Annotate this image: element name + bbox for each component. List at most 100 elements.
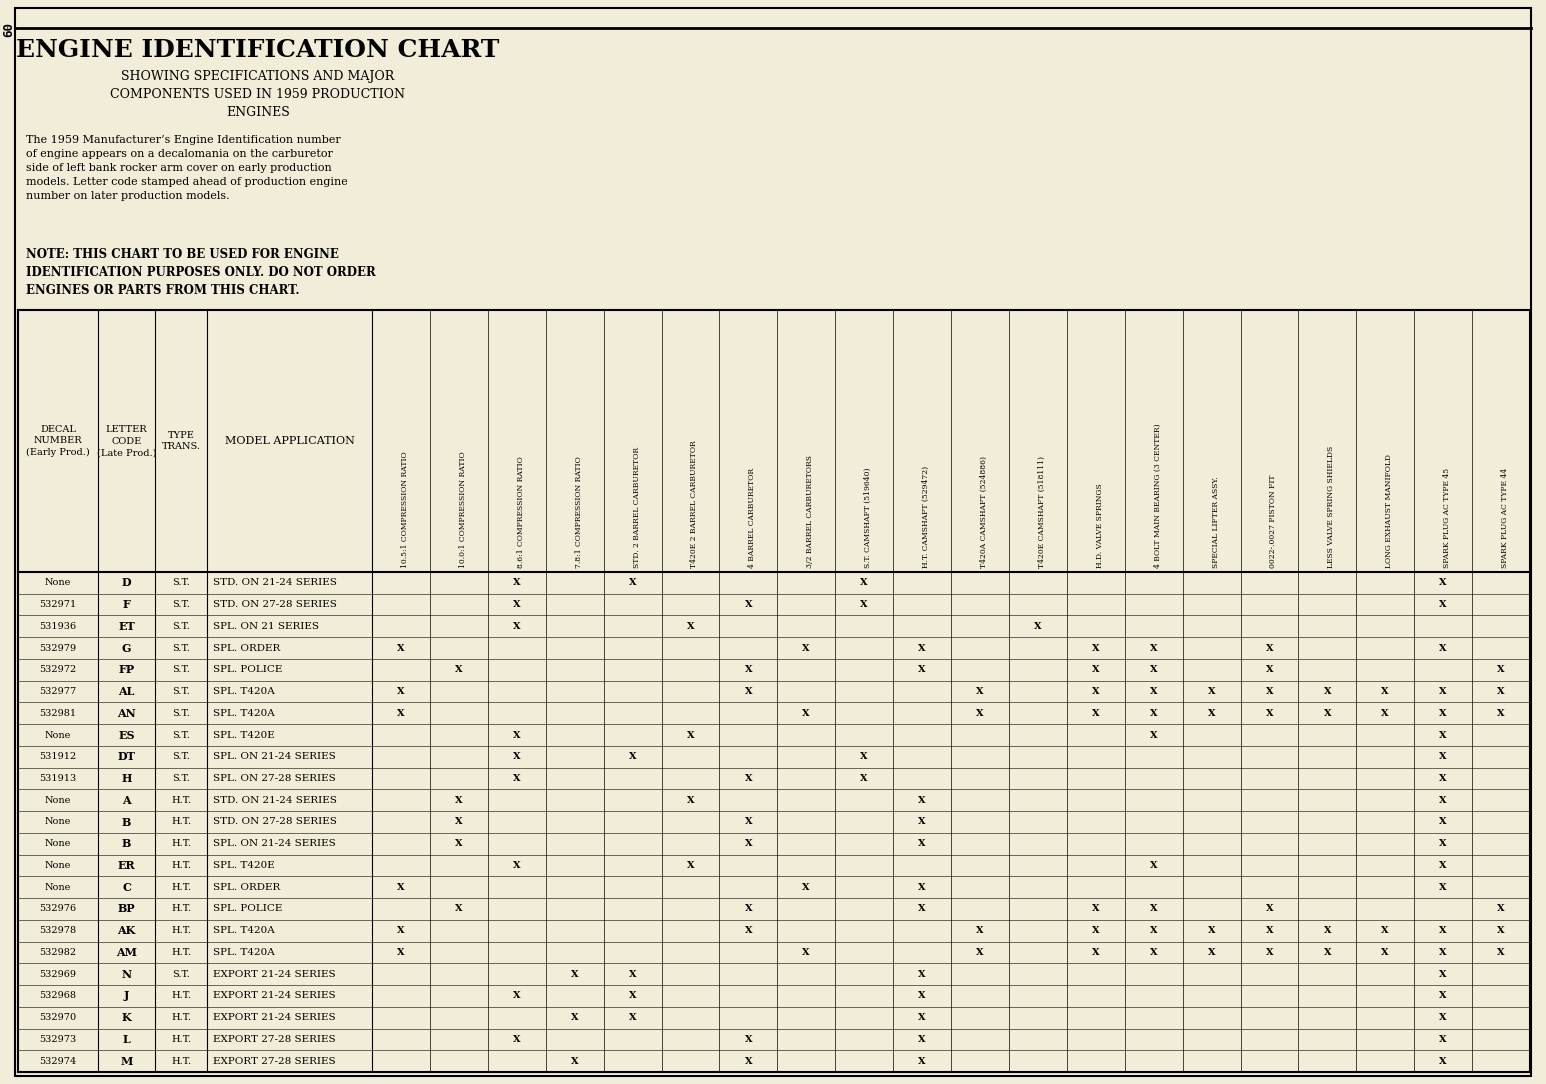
Text: X: X bbox=[629, 1014, 637, 1022]
Text: X: X bbox=[745, 1035, 753, 1044]
Text: X: X bbox=[1091, 666, 1099, 674]
Text: X: X bbox=[455, 817, 462, 826]
Text: X: X bbox=[1150, 904, 1158, 914]
Text: X: X bbox=[745, 687, 753, 696]
Text: X: X bbox=[513, 861, 521, 870]
Text: B: B bbox=[122, 816, 131, 827]
Text: S.T.: S.T. bbox=[172, 601, 190, 609]
Text: X: X bbox=[1382, 947, 1388, 957]
Text: X: X bbox=[1439, 970, 1447, 979]
Text: FP: FP bbox=[119, 664, 135, 675]
Text: 7.8:1 COMPRESSION RATIO: 7.8:1 COMPRESSION RATIO bbox=[575, 456, 583, 568]
Text: X: X bbox=[745, 1057, 753, 1066]
Text: 532970: 532970 bbox=[40, 1014, 77, 1022]
Text: None: None bbox=[45, 731, 71, 739]
Text: SPL. T420A: SPL. T420A bbox=[213, 709, 275, 718]
Text: T420A CAMSHAFT (524886): T420A CAMSHAFT (524886) bbox=[980, 456, 988, 568]
Text: 10.0:1 COMPRESSION RATIO: 10.0:1 COMPRESSION RATIO bbox=[459, 451, 467, 568]
Text: X: X bbox=[1323, 926, 1331, 935]
Text: None: None bbox=[45, 882, 71, 892]
Text: X: X bbox=[745, 774, 753, 783]
Text: 532976: 532976 bbox=[40, 904, 77, 914]
Text: H.T.: H.T. bbox=[172, 904, 192, 914]
Text: X: X bbox=[1439, 861, 1447, 870]
Text: 60: 60 bbox=[3, 22, 15, 37]
Text: X: X bbox=[570, 970, 578, 979]
Text: ENGINE IDENTIFICATION CHART: ENGINE IDENTIFICATION CHART bbox=[17, 38, 499, 62]
Text: STD. ON 21-24 SERIES: STD. ON 21-24 SERIES bbox=[213, 796, 337, 804]
Text: X: X bbox=[1382, 709, 1388, 718]
Text: X: X bbox=[1497, 904, 1504, 914]
Text: X: X bbox=[1439, 839, 1447, 849]
Text: EXPORT 27-28 SERIES: EXPORT 27-28 SERIES bbox=[213, 1035, 335, 1044]
Text: 532978: 532978 bbox=[40, 926, 77, 935]
Text: X: X bbox=[1207, 687, 1215, 696]
Text: 8.6:1 COMPRESSION RATIO: 8.6:1 COMPRESSION RATIO bbox=[516, 456, 524, 568]
Text: X: X bbox=[1207, 926, 1215, 935]
Text: SPL. POLICE: SPL. POLICE bbox=[213, 904, 283, 914]
Text: SPL. ON 21 SERIES: SPL. ON 21 SERIES bbox=[213, 622, 318, 631]
Text: X: X bbox=[1439, 644, 1447, 653]
Text: C: C bbox=[122, 881, 131, 893]
Text: X: X bbox=[397, 926, 405, 935]
Text: X: X bbox=[513, 1035, 521, 1044]
Text: X: X bbox=[570, 1014, 578, 1022]
Text: S.T.: S.T. bbox=[172, 709, 190, 718]
Text: X: X bbox=[1091, 644, 1099, 653]
Text: X: X bbox=[686, 622, 694, 631]
Text: X: X bbox=[860, 752, 867, 761]
Text: X: X bbox=[1439, 709, 1447, 718]
Text: S.T.: S.T. bbox=[172, 752, 190, 761]
Text: H.T.: H.T. bbox=[172, 839, 192, 849]
Text: X: X bbox=[976, 687, 983, 696]
Text: X: X bbox=[1439, 796, 1447, 804]
Text: X: X bbox=[745, 666, 753, 674]
Text: TYPE
TRANS.: TYPE TRANS. bbox=[161, 430, 201, 451]
Text: X: X bbox=[918, 904, 926, 914]
Text: X: X bbox=[745, 926, 753, 935]
Text: AL: AL bbox=[119, 686, 135, 697]
Text: X: X bbox=[1091, 687, 1099, 696]
Text: T420E 2 BARREL CARBURETOR: T420E 2 BARREL CARBURETOR bbox=[691, 440, 699, 568]
Text: X: X bbox=[1439, 774, 1447, 783]
Text: X: X bbox=[1150, 687, 1158, 696]
Text: X: X bbox=[802, 644, 810, 653]
Text: H.T.: H.T. bbox=[172, 992, 192, 1001]
Text: 532974: 532974 bbox=[39, 1057, 77, 1066]
Text: A: A bbox=[122, 795, 131, 805]
Text: S.T.: S.T. bbox=[172, 731, 190, 739]
Text: S.T.: S.T. bbox=[172, 622, 190, 631]
Text: F: F bbox=[122, 599, 130, 610]
Text: DECAL
NUMBER
(Early Prod.): DECAL NUMBER (Early Prod.) bbox=[26, 425, 90, 457]
Text: X: X bbox=[918, 970, 926, 979]
Text: SPARK PLUG AC TYPE 45: SPARK PLUG AC TYPE 45 bbox=[1442, 468, 1452, 568]
Text: AN: AN bbox=[117, 708, 136, 719]
Text: X: X bbox=[1150, 926, 1158, 935]
Text: X: X bbox=[918, 1035, 926, 1044]
Text: SPL. T420A: SPL. T420A bbox=[213, 926, 275, 935]
Text: X: X bbox=[1439, 947, 1447, 957]
Text: X: X bbox=[1439, 731, 1447, 739]
Text: 532979: 532979 bbox=[40, 644, 77, 653]
Text: X: X bbox=[1439, 752, 1447, 761]
Text: H.T.: H.T. bbox=[172, 882, 192, 892]
Text: 3/2 BARREL CARBURETORS: 3/2 BARREL CARBURETORS bbox=[807, 455, 815, 568]
Text: STD. ON 21-24 SERIES: STD. ON 21-24 SERIES bbox=[213, 579, 337, 588]
Text: SPL. T420A: SPL. T420A bbox=[213, 947, 275, 957]
Text: X: X bbox=[1266, 904, 1274, 914]
Text: X: X bbox=[745, 817, 753, 826]
Text: AM: AM bbox=[116, 947, 138, 958]
Text: X: X bbox=[1150, 731, 1158, 739]
Text: SPL. T420E: SPL. T420E bbox=[213, 731, 275, 739]
Text: X: X bbox=[918, 1014, 926, 1022]
Text: 532973: 532973 bbox=[39, 1035, 77, 1044]
Text: H.T. CAMSHAFT (529472): H.T. CAMSHAFT (529472) bbox=[921, 466, 931, 568]
Text: X: X bbox=[1150, 666, 1158, 674]
Text: X: X bbox=[1207, 709, 1215, 718]
Text: X: X bbox=[513, 752, 521, 761]
Text: SPL. ORDER: SPL. ORDER bbox=[213, 882, 280, 892]
Text: X: X bbox=[397, 644, 405, 653]
Text: 531936: 531936 bbox=[40, 622, 77, 631]
Text: X: X bbox=[1439, 817, 1447, 826]
Text: H.T.: H.T. bbox=[172, 1057, 192, 1066]
